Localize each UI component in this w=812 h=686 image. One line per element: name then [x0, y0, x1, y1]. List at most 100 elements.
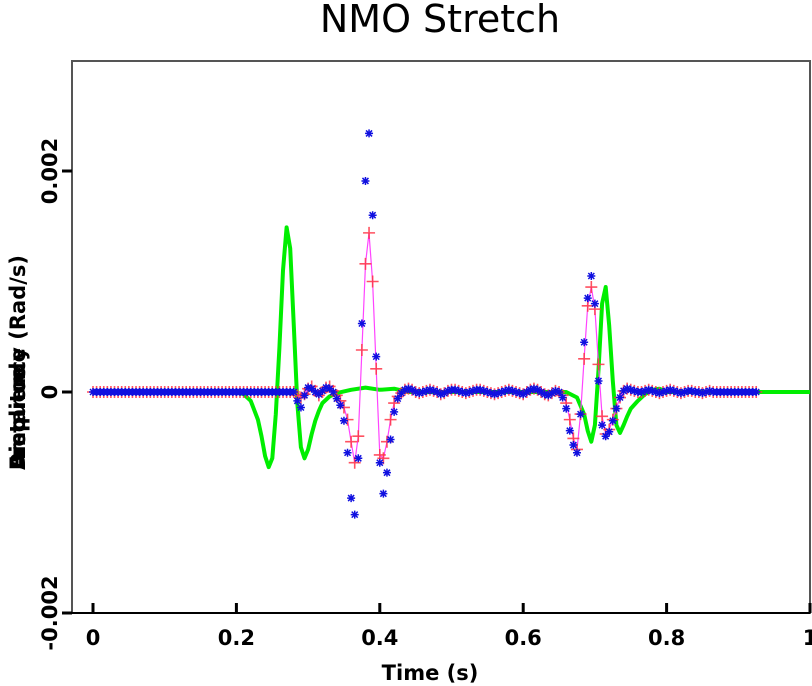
blue-star-marker: [641, 386, 650, 395]
blue-star-marker: [508, 386, 517, 395]
blue-star-marker: [694, 388, 703, 396]
blue-star-marker: [540, 390, 549, 399]
blue-star-marker: [680, 388, 689, 396]
x-tick-label: 0.8: [648, 626, 685, 650]
y-tick-label: -0.002: [38, 575, 62, 650]
blue-star-marker: [357, 319, 366, 328]
blue-star-marker: [576, 410, 585, 419]
series-layer: [87, 129, 810, 519]
blue-star-marker: [702, 388, 711, 396]
x-tick-label: 0.4: [361, 626, 398, 650]
blue-star-marker: [382, 468, 391, 477]
blue-star-marker: [451, 385, 460, 394]
red-plus-marker: [384, 413, 397, 426]
blue-star-marker: [572, 448, 581, 457]
blue-star-marker: [522, 388, 531, 396]
blue-star-marker: [590, 299, 599, 308]
blue-star-marker: [332, 394, 341, 403]
blue-star-marker: [529, 384, 538, 393]
red-plus-marker: [592, 358, 605, 371]
nmo-line: [93, 232, 757, 463]
blue-star-marker: [347, 494, 356, 503]
blue-star-marker: [537, 388, 546, 396]
y-tick-label: 0.002: [38, 138, 62, 204]
blue-star-marker: [644, 385, 653, 394]
y-axis: -0.002 0 0.002 Frequency (Rad/s)DistanceAm…: [6, 138, 72, 651]
blue-star-marker: [465, 388, 474, 396]
blue-star-marker: [547, 389, 556, 398]
blue-star-marker: [354, 454, 363, 463]
red-plus-marker: [352, 430, 365, 443]
blue-star-marker: [619, 386, 628, 395]
red-plus-marker: [596, 410, 609, 423]
blue-star-marker: [569, 441, 578, 450]
x-axis-label: Time (s): [382, 661, 479, 685]
blue-star-marker: [601, 432, 610, 441]
blue-star-marker: [612, 404, 621, 413]
blue-star-marker: [490, 390, 499, 399]
blue-star-marker: [515, 389, 524, 398]
blue-star-marker: [687, 386, 696, 395]
blue-star-marker: [519, 390, 528, 399]
blue-star-marker: [365, 129, 374, 138]
blue-star-marker: [350, 510, 359, 519]
blue-star-marker: [397, 389, 406, 398]
blue-star-marker: [562, 404, 571, 413]
blue-star-marker: [318, 386, 327, 395]
x-tick-label: 0.2: [218, 626, 255, 650]
blue-star-marker: [655, 389, 664, 398]
blue-star-marker: [425, 385, 434, 394]
blue-star-marker: [676, 389, 685, 398]
blue-star-marker: [544, 391, 553, 400]
blue-star-marker: [662, 386, 671, 395]
blue-star-marker: [296, 403, 305, 412]
blue-star-marker: [497, 388, 506, 396]
blue-star-marker: [289, 388, 298, 396]
red-plus-marker: [359, 257, 372, 270]
y-ticks: -0.002 0 0.002: [38, 138, 72, 651]
blue-star-marker: [752, 388, 761, 396]
x-tick-label: 0.6: [505, 626, 542, 650]
blue-star-marker: [483, 388, 492, 396]
blue-star-marker: [594, 376, 603, 385]
blue-star-marker: [615, 393, 624, 402]
blue-star-marker: [411, 388, 420, 396]
red-plus-marker: [345, 435, 358, 448]
blue-star-marker: [494, 389, 503, 398]
x-ticks: 0 0.2 0.4 0.6 0.8 1: [86, 603, 812, 650]
blue-star-marker: [440, 389, 449, 398]
blue-star-marker: [486, 389, 495, 398]
y-axis-label: Amplitude: [6, 348, 30, 470]
plot-area: [71, 60, 811, 614]
blue-star-marker: [648, 386, 657, 395]
blue-star-marker: [400, 385, 409, 394]
red-plus-marker: [563, 413, 576, 426]
blue-star-marker: [415, 389, 424, 398]
blue-star-marker: [666, 385, 675, 394]
blue-star-marker: [433, 388, 442, 396]
blue-star-marker: [300, 391, 309, 400]
blue-star-marker: [555, 388, 564, 396]
red-plus-marker: [370, 362, 383, 375]
blue-star-marker: [361, 176, 370, 185]
y-axis-label: Distance: [6, 367, 30, 470]
blue-star-marker: [314, 390, 323, 399]
blue-star-marker: [393, 394, 402, 403]
blue-star-marker: [429, 386, 438, 395]
y-tick-label: 0: [38, 385, 62, 400]
blue-star-marker: [501, 386, 510, 395]
blue-star-marker: [436, 390, 445, 399]
blue-star-marker: [565, 426, 574, 435]
blue-star-marker: [698, 389, 707, 398]
x-tick-label: 0: [86, 626, 101, 650]
blue-star-marker: [651, 388, 660, 396]
blue-star-marker: [630, 386, 639, 395]
blue-star-marker: [311, 388, 320, 396]
blue-star-marker: [386, 435, 395, 444]
blue-star-marker: [372, 352, 381, 361]
plot-frame: [71, 60, 811, 614]
blue-star-marker: [379, 489, 388, 498]
blue-star-marker: [580, 338, 589, 347]
